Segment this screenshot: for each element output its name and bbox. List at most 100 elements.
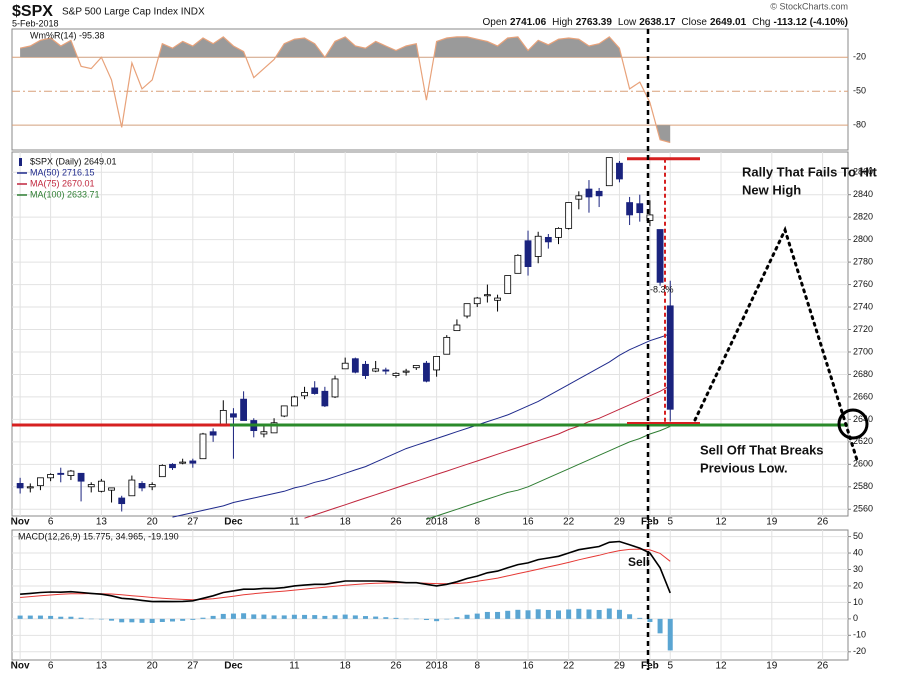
candle-body [656, 229, 664, 283]
x-tick-label: 16 [522, 517, 534, 528]
signal-line [20, 548, 671, 601]
legend-label: MA(100) 2633.71 [30, 189, 100, 199]
x-tick-label: Dec [224, 661, 243, 672]
histogram-bar [58, 616, 64, 619]
y-tick-label: 2620 [853, 436, 873, 446]
x-tick-label: 11 [289, 517, 300, 528]
candle-body [605, 157, 613, 187]
moving-average [304, 385, 671, 519]
x-tick-label: 29 [614, 661, 626, 672]
candle-body [57, 472, 65, 475]
moving-average [172, 333, 671, 518]
candle-body [504, 275, 512, 294]
x-tick-label: 8 [474, 517, 480, 528]
legend-swatch [19, 158, 22, 166]
chart-layers: Open 2741.06 High 2763.39 Low 2638.17 Close 264… [11, 17, 878, 672]
x-tick-label: 11 [289, 661, 300, 672]
symbol: $SPX [12, 3, 53, 20]
candle-body [108, 487, 115, 491]
candle-body [666, 305, 674, 410]
candle-body [341, 362, 349, 370]
histogram-bar [627, 614, 633, 619]
y-tick-label: 2680 [853, 369, 873, 379]
histogram-bar [109, 618, 115, 621]
quote-label: High [552, 17, 573, 28]
histogram-bar [68, 616, 74, 619]
histogram-bar [332, 615, 338, 619]
candle-body [382, 369, 390, 372]
candle-body [534, 235, 542, 257]
histogram-bar [647, 618, 653, 622]
histogram-bar [535, 609, 541, 619]
quote-label: Close [681, 17, 707, 28]
histogram-bar [190, 618, 196, 620]
candle-body [616, 162, 623, 180]
histogram-bar [322, 615, 328, 619]
histogram-bar [515, 609, 521, 619]
histogram-bar [413, 618, 419, 620]
x-tick-label: 27 [187, 661, 199, 672]
legend-label: MA(50) 2716.15 [30, 167, 95, 177]
quote: Open 2741.06 High 2763.39 Low 2638.17 Close 264… [483, 17, 848, 28]
histogram-bar [241, 613, 247, 619]
y-tick-label: 2840 [853, 189, 873, 199]
legend-label: $SPX (Daily) 2649.01 [30, 156, 117, 166]
watermark: © StockCharts.com [770, 1, 848, 11]
candle-body [555, 227, 562, 238]
candle-body [118, 497, 126, 505]
histogram-bar [576, 608, 582, 619]
candle-body [412, 365, 420, 369]
candle-body [37, 477, 44, 487]
histogram-bar [606, 608, 612, 619]
y-tick-label: 2800 [853, 234, 873, 244]
candle-body [423, 362, 430, 382]
histogram-bar [129, 618, 135, 623]
y-tick-label: 2700 [853, 346, 873, 356]
x-tick-label: Dec [224, 517, 243, 528]
candle-body [585, 188, 593, 198]
quote-value: 2763.39 [576, 17, 613, 28]
histogram-bar [362, 616, 368, 619]
histogram-bar [302, 614, 308, 619]
x-tick-label: 12 [715, 661, 727, 672]
histogram-bar [373, 616, 379, 619]
histogram-bar [88, 618, 94, 620]
y-tick-label: -10 [853, 630, 866, 640]
x-tick-label: 22 [563, 517, 575, 528]
histogram-bar [17, 615, 23, 619]
x-tick-label: 19 [766, 661, 778, 672]
y-tick-label: 50 [853, 531, 863, 541]
histogram-bar [180, 618, 186, 621]
y-tick-label: 10 [853, 597, 863, 607]
candle-body [514, 254, 522, 274]
y-tick-label: 2760 [853, 279, 873, 289]
histogram-bar [291, 614, 297, 619]
histogram-bar [566, 609, 572, 619]
candle-body [128, 479, 136, 497]
rally-note: Rally That Fails To Hit [742, 164, 878, 179]
candle-body [209, 431, 217, 436]
candle-body [179, 461, 187, 464]
candle-body [351, 358, 359, 373]
histogram-bar [616, 609, 622, 619]
x-tick-label: Feb [641, 517, 659, 528]
candle-body [575, 195, 583, 200]
candle-body [97, 480, 105, 492]
histogram-bar [220, 613, 226, 619]
candle-body [169, 463, 176, 469]
candle-body [290, 396, 298, 407]
x-tick-label: 26 [817, 517, 829, 528]
candle-body [473, 297, 481, 305]
candle-body [565, 202, 573, 229]
quote-label: Open [483, 17, 507, 28]
x-tick-label: 26 [390, 661, 402, 672]
candle-body [443, 336, 451, 355]
candle-body [230, 413, 237, 418]
candle-body [138, 483, 146, 489]
legend-label: Wm%R(14) -95.38 [30, 30, 105, 40]
histogram-bar [261, 614, 267, 619]
x-tick-label: Nov [11, 661, 30, 672]
selloff-note: Previous Low. [700, 460, 788, 475]
x-tick-label: 8 [474, 661, 480, 672]
histogram-bar [27, 615, 33, 619]
